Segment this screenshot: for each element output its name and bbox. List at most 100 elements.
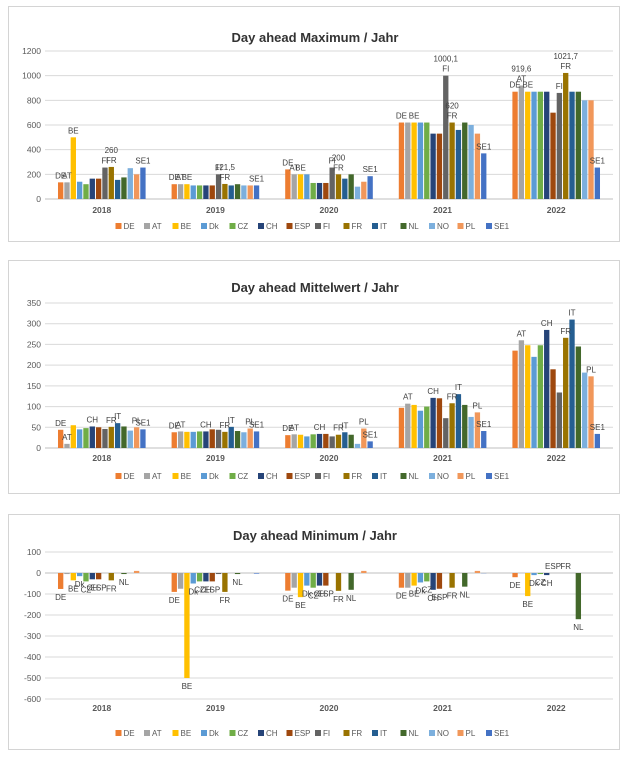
data-callout: SE1 <box>249 420 265 429</box>
chart-title: Day ahead Minimum / Jahr <box>233 528 397 543</box>
bar-DE <box>171 184 177 199</box>
legend-label: NO <box>437 222 449 231</box>
data-callout: CZ <box>194 585 205 594</box>
data-callout: FR <box>220 596 231 605</box>
data-callout: 1000,1 <box>434 55 459 64</box>
bar-Dk <box>304 174 310 199</box>
bar-CZ <box>424 573 430 582</box>
legend-label: AT <box>152 729 162 738</box>
bar-CH <box>430 133 436 199</box>
data-callout: BE <box>522 600 533 609</box>
bar-DE <box>171 432 177 448</box>
data-callout: DE <box>169 596 180 605</box>
bar-ESP <box>436 573 443 589</box>
bar-FI <box>556 92 563 199</box>
data-callout: NL <box>232 578 243 587</box>
legend-swatch-CZ <box>229 473 236 479</box>
legend-label: BE <box>181 222 192 231</box>
data-callout: DE <box>509 581 520 590</box>
data-callout: SE1 <box>135 157 151 166</box>
bar-IT <box>455 129 462 199</box>
legend-label: AT <box>152 472 162 481</box>
bar-NL <box>575 346 582 448</box>
bar-IT <box>342 178 348 199</box>
legend-label: CZ <box>238 472 249 481</box>
data-callout: AT <box>517 329 527 338</box>
legend-label: NL <box>409 222 420 231</box>
bar-CH <box>89 178 95 199</box>
data-callout: AT <box>176 420 186 429</box>
data-callout: DE <box>169 421 180 430</box>
data-callout: 919,6 <box>511 65 532 74</box>
bar-SE1 <box>481 153 487 199</box>
bar-FI <box>329 167 335 199</box>
bar-SE1 <box>253 431 260 448</box>
bar-PL <box>247 185 253 199</box>
bar-NL <box>121 573 127 575</box>
bar-DE <box>512 350 518 448</box>
data-callout: 1021,7 <box>553 52 578 61</box>
y-tick-label: 350 <box>27 298 41 308</box>
bar-BE <box>297 573 304 598</box>
data-callout: AT <box>176 173 186 182</box>
data-callout: IT <box>341 421 348 430</box>
bar-FR <box>449 403 455 448</box>
bar-BE <box>411 573 417 586</box>
legend-label: CH <box>266 472 278 481</box>
data-callout: CZ <box>535 578 546 587</box>
y-tick-label: 1000 <box>22 71 41 81</box>
bar-NL <box>234 184 241 199</box>
legend-swatch-IT <box>372 730 378 736</box>
legend-swatch-Dk <box>201 473 207 479</box>
data-callout: ESP <box>204 585 220 594</box>
chart-mean: Day ahead Mittelwert / Jahr 0 50 100 150 200 2… <box>27 280 613 481</box>
legend-swatch-SE1 <box>486 473 492 479</box>
bar-FR <box>335 434 342 448</box>
legend-swatch-BE <box>172 223 179 229</box>
legend-swatch-CZ <box>229 223 236 229</box>
legend-swatch-FR <box>343 223 350 229</box>
data-callout: BE <box>68 584 79 593</box>
data-callout: FR <box>106 156 117 165</box>
bar-AT <box>405 122 411 199</box>
bar-PL <box>133 174 140 199</box>
bar-NL <box>462 122 468 199</box>
bar-NL <box>121 426 127 448</box>
data-callout: AT <box>403 393 413 402</box>
bar-PL <box>361 428 367 448</box>
data-callout: 620 <box>445 102 459 111</box>
category-label: 2019 <box>206 205 225 215</box>
data-callout: BE <box>522 81 533 90</box>
data-callout: FR <box>106 416 117 425</box>
bar-DE <box>285 169 291 199</box>
data-callout: FR <box>220 421 231 430</box>
bar-FR <box>449 122 455 199</box>
data-callout: FR <box>560 562 571 571</box>
data-callout: IT <box>568 309 575 318</box>
legend-label: SE1 <box>494 472 510 481</box>
bar-SE1 <box>481 431 487 448</box>
bar-AT <box>177 184 184 199</box>
data-callout: Dk <box>302 590 313 599</box>
legend-swatch-NL <box>400 730 407 736</box>
data-callout: NL <box>119 578 130 587</box>
bar-Dk <box>417 122 424 199</box>
bar-NL <box>234 573 241 575</box>
bar-SE1 <box>367 176 373 199</box>
data-callout: CZ <box>308 592 319 601</box>
data-callout: FR <box>447 112 458 121</box>
data-callout: DE <box>169 173 180 182</box>
data-callout: 260 <box>105 146 119 155</box>
bar-FI <box>556 392 563 448</box>
bar-BE <box>184 573 190 678</box>
bar-PL <box>474 570 481 573</box>
bar-AT <box>291 573 297 588</box>
bar-AT <box>405 403 411 448</box>
bar-FI <box>443 418 449 448</box>
legend-swatch-CH <box>258 473 264 479</box>
bar-CZ <box>196 431 203 448</box>
data-callout: CH <box>314 423 326 432</box>
bar-Dk <box>304 573 310 586</box>
y-tick-label: 800 <box>27 95 41 105</box>
data-callout: CH <box>541 319 553 328</box>
